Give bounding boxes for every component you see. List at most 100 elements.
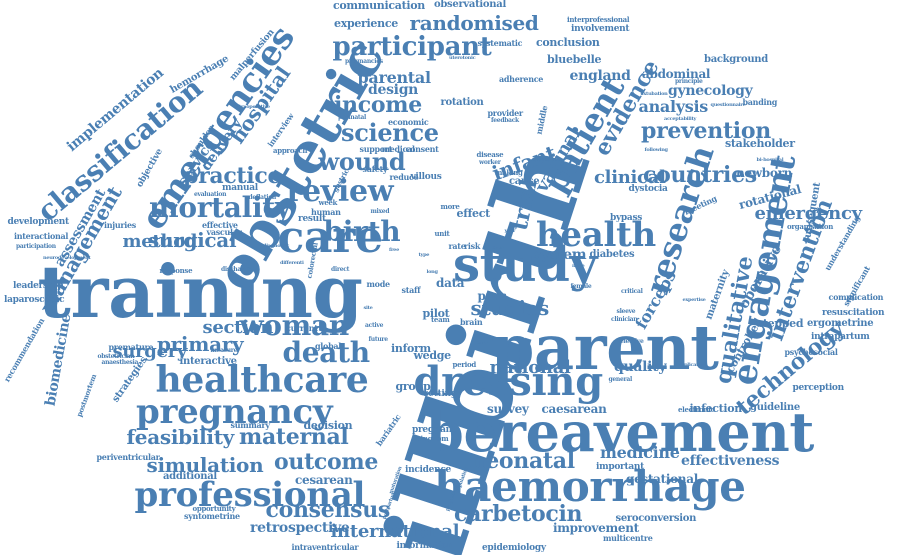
word-electronic: electronic xyxy=(678,404,715,414)
word-stakeholder: stakeholder xyxy=(725,136,795,150)
word-participation: participation xyxy=(16,243,56,250)
word-deflation: deflation xyxy=(248,194,277,201)
word-study: study xyxy=(453,237,598,293)
word-effectiveness: effectiveness xyxy=(681,453,780,469)
word-epidemiology: epidemiology xyxy=(482,542,546,553)
word-interprofessional: interprofessional xyxy=(567,14,630,24)
word-birth: birth xyxy=(323,215,401,248)
word-following: following xyxy=(644,146,669,153)
word-expertise: expertise xyxy=(682,296,706,303)
word-pregnant: pregnant xyxy=(412,424,456,435)
word-simulation: simulation xyxy=(146,453,264,477)
word-surgical: surgical xyxy=(148,228,237,252)
word-extubation: extubation xyxy=(640,90,668,97)
word-long: long xyxy=(426,268,438,275)
word-involvement: involvement xyxy=(571,23,630,34)
word-human: human xyxy=(311,207,341,217)
word-laparoscopic: laparoscopic xyxy=(4,294,65,305)
word-kingdom: kingdom xyxy=(416,433,449,443)
word-medicine: medicine xyxy=(600,443,680,462)
word-setting: setting xyxy=(423,388,458,399)
word-medical: medical xyxy=(381,144,415,154)
word-team: team xyxy=(431,314,450,324)
word-complication: complication xyxy=(828,292,884,302)
word-organisation: organisation xyxy=(787,221,834,231)
word-diagnostic: diagnostic xyxy=(263,242,290,249)
word-important: important xyxy=(596,461,644,472)
word-banding: banding xyxy=(742,97,778,107)
word-response: response xyxy=(159,265,193,275)
word-national: national xyxy=(489,357,571,378)
word-brain: brain xyxy=(460,317,483,327)
word-collaborative: collaborative xyxy=(531,156,565,163)
word-intrapartum: intrapartum xyxy=(811,331,870,342)
word-seroconversion: seroconversion xyxy=(615,513,697,524)
word-quality: quality xyxy=(614,359,667,375)
word-premature: premature xyxy=(108,342,154,352)
word-elective: elective xyxy=(620,338,644,345)
word-clinical: clinical xyxy=(594,167,666,188)
word-period: period xyxy=(452,359,477,369)
word-interactive: interactive xyxy=(179,356,237,367)
word-science: science xyxy=(341,118,439,147)
word-method: method xyxy=(122,231,198,252)
word-acceptability: acceptability xyxy=(664,115,697,122)
word-site: site xyxy=(363,304,373,311)
word-staff: staff xyxy=(401,285,421,295)
word-communication: communication xyxy=(333,0,426,12)
word-systematic: systematic xyxy=(477,38,523,48)
word-training: training xyxy=(37,249,363,334)
word-proc: proc xyxy=(477,289,507,303)
word-mixed: mixed xyxy=(370,208,390,215)
word-surgery: surgery xyxy=(112,341,188,362)
word-parental: parental xyxy=(357,68,432,87)
word-pregnancy: pregnancy xyxy=(136,392,333,432)
word-cesarean: cesarean xyxy=(295,473,353,487)
word-emergency: emergency xyxy=(754,203,863,224)
word-studies: studies xyxy=(470,296,550,320)
word-guideline: guideline xyxy=(750,402,800,413)
word-year: year xyxy=(504,227,516,234)
word-feasibility: feasibility xyxy=(126,425,235,449)
word-intraoperative: intraoperative xyxy=(234,103,270,110)
word-parent: parent xyxy=(491,311,719,384)
word-section: section xyxy=(202,317,274,338)
word-implication: implication xyxy=(677,361,707,368)
word-income: income xyxy=(334,92,422,118)
word-differenti: differenti xyxy=(280,259,304,266)
word-sleeve: sleeve xyxy=(616,308,636,315)
word-perception: perception xyxy=(792,382,845,393)
word-dressing: dressing xyxy=(413,358,604,405)
word-woman: woman xyxy=(239,309,350,342)
word-additional: additional xyxy=(163,471,217,482)
word-psychosocial: psychosocial xyxy=(784,347,838,357)
word-periventricular: periventricular xyxy=(96,452,160,462)
word-discharge: discharge xyxy=(221,266,252,273)
word-data: data xyxy=(436,276,465,290)
word-analysis: analysis xyxy=(638,97,709,116)
word-information: information xyxy=(396,540,454,551)
word-inform: inform xyxy=(391,341,431,355)
word-consent: consent xyxy=(405,144,439,154)
word-result: result xyxy=(298,213,326,224)
word-review: review xyxy=(286,174,394,209)
word-wedge: wedge xyxy=(413,348,452,362)
word-making: making xyxy=(495,167,523,177)
word-disease: disease xyxy=(476,149,504,159)
word-abdominal: abdominal xyxy=(642,67,711,81)
word-professional: professional xyxy=(134,475,366,515)
word-care: care xyxy=(277,212,384,263)
word-male: male xyxy=(572,262,585,269)
word-survey: survey xyxy=(487,402,529,416)
word-middle: middle xyxy=(533,104,549,136)
word-conclusion: conclusion xyxy=(536,35,600,49)
word-experience: experience xyxy=(334,16,398,30)
word-female: female xyxy=(570,283,592,290)
word-provider: provider xyxy=(487,108,524,118)
word-rate: rate xyxy=(448,241,466,251)
word-intraventricular: intraventricular xyxy=(291,542,359,552)
word-effective: effective xyxy=(202,220,238,230)
word-reduce: reduce xyxy=(389,172,419,182)
word-pregnancies: pregnancies xyxy=(345,58,383,65)
